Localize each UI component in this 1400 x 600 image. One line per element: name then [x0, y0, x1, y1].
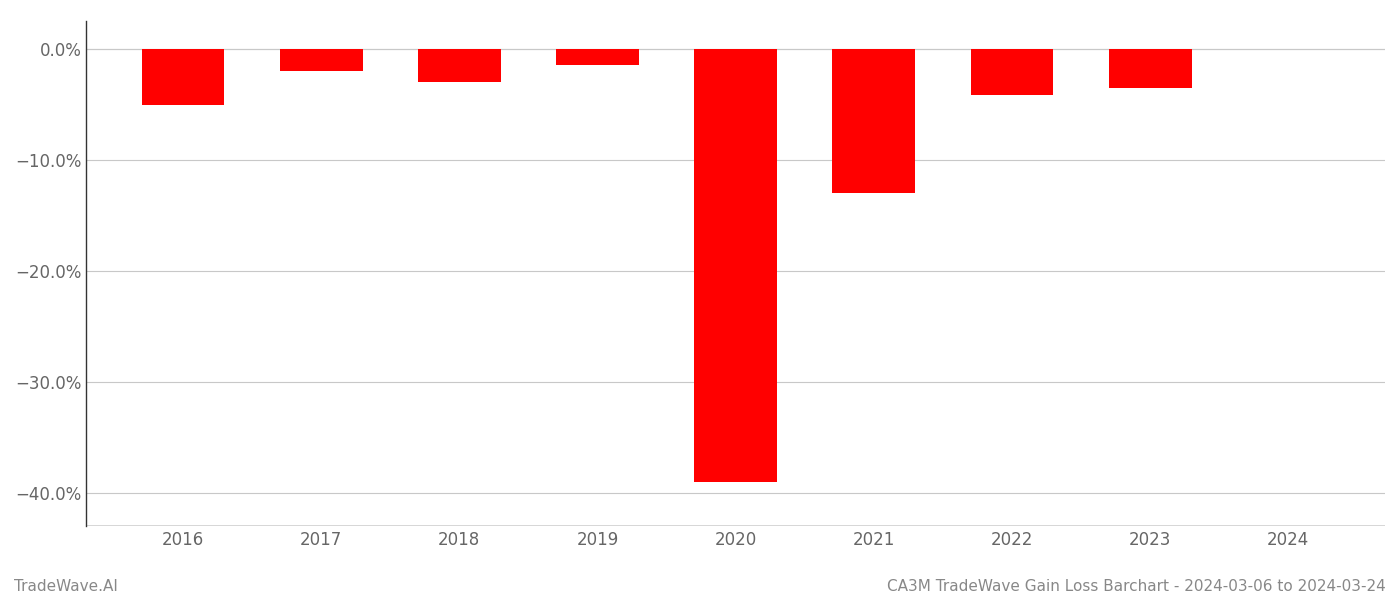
Text: TradeWave.AI: TradeWave.AI	[14, 579, 118, 594]
Bar	[280, 49, 363, 71]
Bar	[970, 49, 1053, 95]
Bar	[694, 49, 777, 482]
Bar	[141, 49, 224, 106]
Text: CA3M TradeWave Gain Loss Barchart - 2024-03-06 to 2024-03-24: CA3M TradeWave Gain Loss Barchart - 2024…	[888, 579, 1386, 594]
Bar	[417, 49, 501, 82]
Bar	[1109, 49, 1191, 88]
Bar	[556, 49, 638, 65]
Bar	[833, 49, 916, 193]
